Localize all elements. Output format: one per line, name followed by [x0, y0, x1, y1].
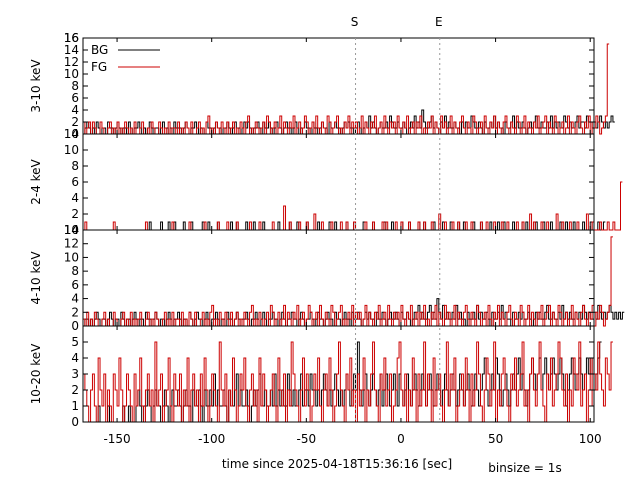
series-bg-panel-2 [83, 221, 606, 231]
y-tick-label: 5 [71, 335, 79, 349]
y-tick-label: 16 [64, 31, 79, 45]
y-tick-label: 10 [64, 250, 79, 264]
series-fg-panel-2 [83, 181, 623, 231]
y-tick-label: 0 [71, 127, 79, 141]
y-tick-label: 4 [71, 191, 79, 205]
x-tick-label: -100 [198, 432, 225, 446]
y-tick-label: 2 [71, 383, 79, 397]
series-fg-panel-4 [83, 341, 613, 423]
x-axis-label: time since 2025-04-18T15:36:16 [sec] [222, 457, 452, 471]
y-tick-label: 4 [71, 351, 79, 365]
y-tick-label: 4 [71, 292, 79, 306]
y-tick-label: 6 [71, 175, 79, 189]
y-tick-label: 12 [64, 237, 79, 251]
legend: BG FG [91, 43, 160, 74]
y-tick-label: 6 [71, 91, 79, 105]
y-axis-label: 3-10 keV [29, 59, 43, 113]
x-tick-label: 100 [579, 432, 602, 446]
binsize-label: binsize = 1s [488, 461, 561, 475]
y-tick-label: 2 [71, 305, 79, 319]
y-tick-label: 14 [64, 43, 79, 57]
y-tick-label: 3 [71, 367, 79, 381]
x-tick-label: 50 [488, 432, 503, 446]
y-tick-label: 6 [71, 278, 79, 292]
y-tick-label: 1 [71, 399, 79, 413]
y-tick-label: 16 [64, 31, 79, 45]
y-tick-label: 2 [71, 207, 79, 221]
y-tick-label: 0 [71, 223, 79, 237]
y-tick-label: 14 [64, 223, 79, 237]
series-fg-panel-1 [83, 43, 610, 135]
marker-label-s: S [351, 15, 359, 29]
y-tick-label: 10 [64, 67, 79, 81]
y-tick-label: 8 [71, 264, 79, 278]
x-tick-label: -50 [297, 432, 317, 446]
y-axis-label: 2-4 keV [29, 158, 43, 204]
y-tick-label: 4 [71, 103, 79, 117]
y-tick-label: 12 [64, 55, 79, 69]
panel-2: 0 2 4 6 8 10 14 2-4 keV [29, 127, 623, 237]
x-axis: -150 -100 -50 0 50 100 [103, 432, 601, 446]
series-fg-panel-3 [83, 236, 613, 327]
y-tick-label: 8 [71, 159, 79, 173]
panel-frame [82, 133, 595, 231]
legend-label-bg: BG [91, 43, 108, 57]
legend-label-fg: FG [91, 60, 107, 74]
panel-frame [82, 229, 595, 327]
y-axis-label: 4-10 keV [29, 251, 43, 305]
y-tick-label: 2 [71, 115, 79, 129]
y-axis-label: 10-20 keV [29, 343, 43, 405]
y-tick-label: 0 [71, 415, 79, 429]
y-tick-label: 14 [64, 127, 79, 141]
x-tick-label: -150 [103, 432, 130, 446]
y-tick-label: 0 [71, 319, 79, 333]
y-tick-label: 8 [71, 79, 79, 93]
panel-4: 0 1 2 3 4 5 10-20 keV [29, 325, 613, 429]
y-tick-label: 14 [64, 223, 79, 237]
marker-label-e: E [435, 15, 443, 29]
x-tick-label: 0 [397, 432, 405, 446]
y-tick-label: 10 [64, 143, 79, 157]
